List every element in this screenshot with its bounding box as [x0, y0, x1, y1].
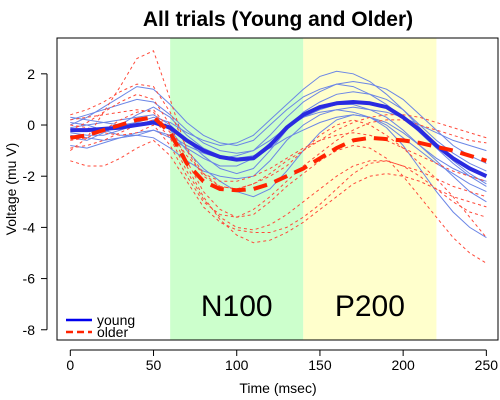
x-axis: 0 50 100 150 200 250: [66, 349, 499, 373]
y-axis: -8 -6 -4 -2 0 2: [23, 66, 48, 338]
x-tick-label: 50: [146, 357, 162, 373]
x-axis-label: Time (msec): [239, 380, 316, 396]
y-tick-label: -4: [23, 219, 36, 235]
x-tick-label: 250: [475, 357, 499, 373]
y-tick-label: -8: [23, 322, 36, 338]
region-labels: N100 P200: [201, 290, 405, 323]
y-tick-label: -2: [23, 168, 36, 184]
region-p200: [303, 38, 437, 340]
mean-lines: [70, 100, 488, 193]
trial-line-young: [70, 91, 487, 175]
trial-line-young: [70, 80, 487, 164]
trial-line-older: [70, 109, 487, 244]
trial-line-older: [70, 83, 487, 190]
mean-line-young: [70, 100, 488, 179]
y-axis-label: Voltage (mu V): [3, 143, 19, 236]
x-tick-label: 100: [225, 357, 249, 373]
y-tick-label: -6: [23, 271, 36, 287]
y-tick-label: 0: [27, 117, 35, 133]
trial-line-older: [70, 93, 487, 264]
x-tick-label: 150: [308, 357, 332, 373]
trial-line-older: [69, 50, 487, 238]
legend-label-young: young: [97, 312, 135, 328]
trial-line-young: [70, 106, 487, 182]
x-tick-label: 200: [391, 357, 415, 373]
chart-title: All trials (Young and Older): [143, 8, 413, 31]
y-tick-label: 2: [27, 66, 35, 82]
mean-line-older: [70, 115, 487, 193]
region-label-n100: N100: [201, 290, 273, 323]
x-tick-label: 0: [66, 357, 74, 373]
plot-frame: [56, 37, 499, 341]
trial-line-older: [70, 139, 487, 233]
shaded-regions: [170, 38, 437, 340]
legend-label-older: older: [97, 324, 128, 340]
region-label-p200: P200: [335, 290, 405, 323]
trial-line-older: [70, 119, 487, 218]
